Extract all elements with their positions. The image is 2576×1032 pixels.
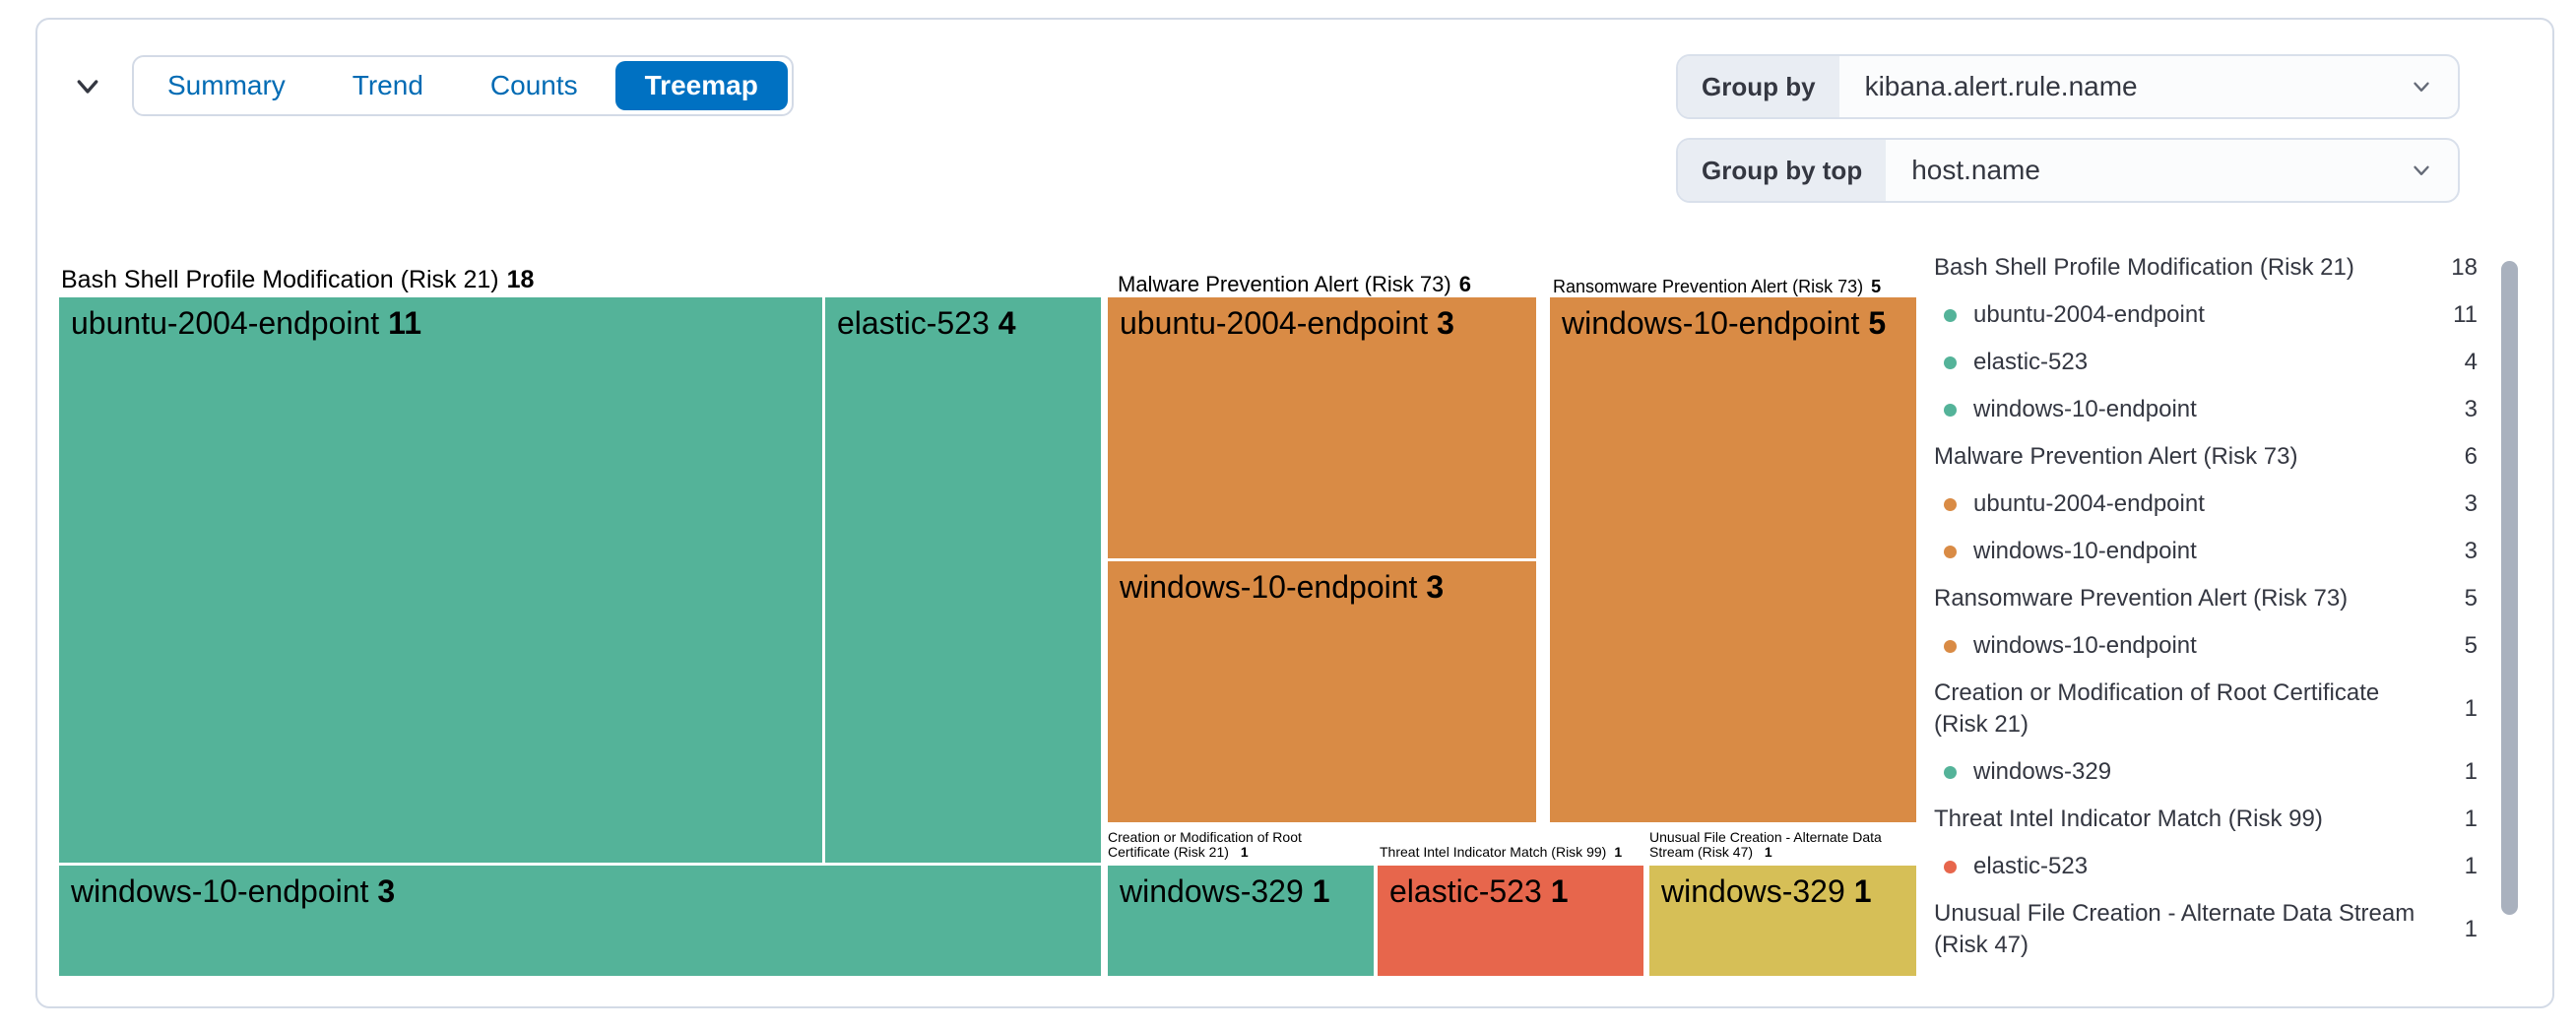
series-color-dot — [1944, 497, 1957, 511]
treemap-cell-malware-windows10[interactable]: windows-10-endpoint 3 — [1108, 561, 1536, 822]
view-mode-button-group: Summary Trend Counts Treemap — [132, 55, 794, 116]
chevron-down-icon — [2409, 140, 2458, 201]
legend-host-row[interactable]: elastic-523 4 — [1934, 347, 2478, 378]
series-color-dot — [1944, 765, 1957, 779]
treemap-group-header: Threat Intel Indicator Match (Risk 99) 1 — [1380, 844, 1623, 860]
group-by-top-select[interactable]: Group by top host.name — [1676, 138, 2460, 203]
legend-host-row[interactable]: ubuntu-2004-endpoint 3 — [1934, 488, 2478, 520]
legend-host-row[interactable]: windows-329 1 — [1934, 756, 2478, 788]
tab-counts[interactable]: Counts — [457, 57, 612, 114]
treemap-group-header: Creation or Modification of Root Certifi… — [1108, 829, 1302, 860]
legend-scrollbar-thumb[interactable] — [2501, 261, 2518, 915]
legend-rule-row[interactable]: Creation or Modification of Root Certifi… — [1934, 679, 2478, 738]
series-color-dot — [1944, 355, 1957, 369]
alerts-panel: Summary Trend Counts Treemap Group by ki… — [35, 18, 2554, 1008]
collapse-panel-button[interactable] — [65, 65, 110, 110]
series-color-dot — [1944, 403, 1957, 417]
series-color-dot — [1944, 639, 1957, 653]
chevron-down-icon — [2409, 56, 2458, 117]
series-color-dot — [1944, 545, 1957, 558]
legend-host-row[interactable]: windows-10-endpoint 3 — [1934, 394, 2478, 425]
treemap-group-header: Ransomware Prevention Alert (Risk 73) 5 — [1553, 277, 1882, 296]
tab-treemap[interactable]: Treemap — [614, 61, 788, 110]
legend-rule-row[interactable]: Unusual File Creation - Alternate Data S… — [1934, 900, 2478, 958]
treemap-cell-creation-windows329[interactable]: windows-329 1 — [1108, 866, 1374, 976]
treemap-cell-bash-windows10[interactable]: windows-10-endpoint 3 — [59, 866, 1101, 976]
legend-rule-row[interactable]: Ransomware Prevention Alert (Risk 73) 5 — [1934, 585, 2478, 612]
treemap-group-header: Unusual File Creation - Alternate Data S… — [1649, 829, 1882, 860]
treemap-group-header: Malware Prevention Alert (Risk 73) 6 — [1118, 272, 1471, 296]
legend-rule-row[interactable]: Bash Shell Profile Modification (Risk 21… — [1934, 254, 2478, 281]
legend-rule-row[interactable]: Malware Prevention Alert (Risk 73) 6 — [1934, 443, 2478, 470]
legend-host-row[interactable]: windows-10-endpoint 3 — [1934, 536, 2478, 567]
legend-host-row[interactable]: windows-10-endpoint 5 — [1934, 630, 2478, 662]
treemap-group-header: Bash Shell Profile Modification (Risk 21… — [61, 266, 535, 293]
group-by-select[interactable]: Group by kibana.alert.rule.name — [1676, 54, 2460, 119]
series-color-dot — [1944, 308, 1957, 322]
treemap-cell-malware-ubuntu[interactable]: ubuntu-2004-endpoint 3 — [1108, 297, 1536, 558]
tab-summary[interactable]: Summary — [134, 57, 319, 114]
treemap-cell-threat-elastic[interactable]: elastic-523 1 — [1378, 866, 1643, 976]
chevron-down-icon — [73, 72, 102, 104]
group-by-prepend-label: Group by — [1678, 56, 1839, 117]
group-by-selected-value: kibana.alert.rule.name — [1864, 71, 2138, 101]
group-by-top-prepend-label: Group by top — [1678, 140, 1887, 201]
treemap-cell-bash-elastic[interactable]: elastic-523 4 — [825, 297, 1101, 863]
tab-trend[interactable]: Trend — [319, 57, 457, 114]
legend-host-row[interactable]: elastic-523 1 — [1934, 851, 2478, 882]
treemap-cell-unusual-windows329[interactable]: windows-329 1 — [1649, 866, 1916, 976]
group-by-top-selected-value: host.name — [1911, 155, 2040, 185]
legend-host-row[interactable]: ubuntu-2004-endpoint 11 — [1934, 299, 2478, 331]
treemap-cell-bash-ubuntu[interactable]: ubuntu-2004-endpoint 11 — [59, 297, 822, 863]
treemap-cell-ransomware-windows10[interactable]: windows-10-endpoint 5 — [1550, 297, 1916, 822]
treemap-legend: Bash Shell Profile Modification (Risk 21… — [1934, 252, 2478, 977]
legend-rule-row[interactable]: Threat Intel Indicator Match (Risk 99) 1 — [1934, 806, 2478, 832]
series-color-dot — [1944, 860, 1957, 873]
